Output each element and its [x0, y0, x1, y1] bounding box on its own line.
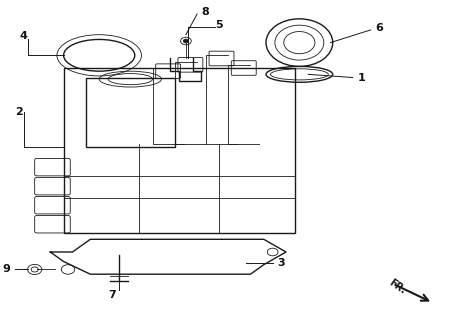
- Circle shape: [183, 39, 188, 43]
- Text: 4: 4: [19, 31, 27, 41]
- Text: 2: 2: [14, 108, 23, 117]
- Text: 7: 7: [108, 290, 116, 300]
- Text: 1: 1: [356, 73, 364, 83]
- Text: 8: 8: [201, 7, 209, 18]
- Text: 3: 3: [276, 258, 284, 268]
- Text: 9: 9: [2, 264, 10, 275]
- Text: 5: 5: [214, 20, 222, 30]
- Text: FR.: FR.: [386, 278, 406, 296]
- Text: 6: 6: [374, 23, 382, 33]
